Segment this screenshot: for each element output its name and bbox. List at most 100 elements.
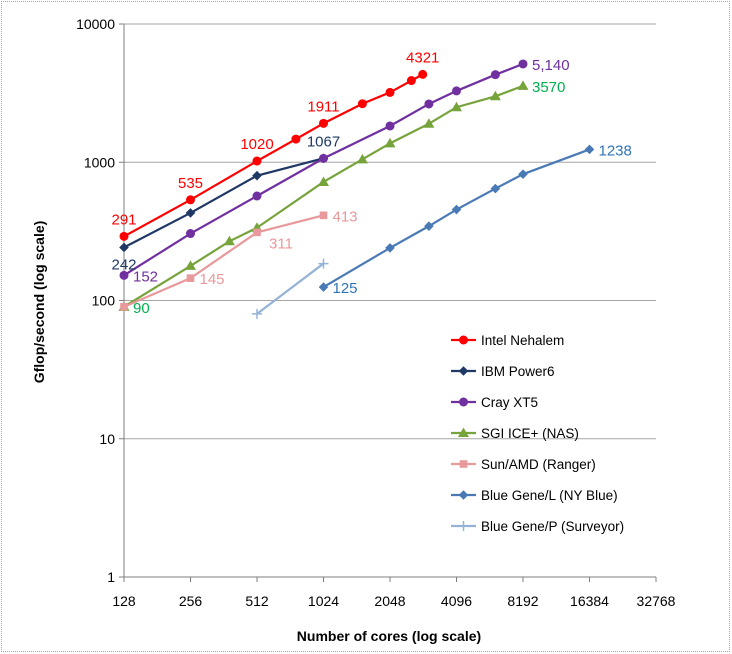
- legend-item-cray-xt5: Cray XT5: [451, 395, 538, 410]
- x-tick-label: 4096: [441, 593, 472, 609]
- point-blue-gene-l-ny-blue: [584, 144, 595, 155]
- series-cray-xt5: [119, 59, 528, 280]
- data-label-blue-gene-l-ny-blue: 1238: [599, 142, 632, 159]
- series: [118, 59, 595, 319]
- data-label-blue-gene-l-ny-blue: 125: [333, 280, 358, 297]
- point-cray-xt5: [119, 270, 129, 280]
- point-ibm-power6: [185, 208, 196, 218]
- series-sgi-ice-nas: [118, 80, 529, 311]
- point-blue-gene-l-ny-blue: [385, 243, 395, 253]
- point-blue-gene-p-surveyor: [252, 308, 262, 319]
- point-sgi-ice-nas: [318, 176, 329, 186]
- y-tick-label: 100: [92, 293, 116, 309]
- point-cray-xt5: [490, 70, 500, 80]
- series-blue-gene-p-surveyor: [252, 258, 329, 319]
- point-blue-gene-p-surveyor: [318, 258, 329, 269]
- data-label-cray-xt5: 152: [133, 268, 158, 285]
- point-cray-xt5: [518, 59, 528, 69]
- data-label-ibm-power6: 1067: [307, 133, 340, 150]
- legend-swatch-marker: [459, 397, 468, 407]
- point-blue-gene-l-ny-blue: [424, 221, 434, 231]
- x-tick-label: 512: [245, 593, 269, 609]
- point-intel-nehalem: [252, 156, 262, 166]
- data-label-intel-nehalem: 535: [178, 175, 203, 192]
- legend-swatch-marker: [458, 521, 469, 531]
- x-tick-label: 8192: [507, 593, 538, 609]
- point-sun-amd-ranger: [253, 228, 261, 237]
- point-intel-nehalem: [406, 76, 416, 86]
- point-intel-nehalem: [385, 87, 395, 97]
- series-line-sun-amd-ranger: [123, 214, 324, 308]
- data-label-sun-amd-ranger: 145: [200, 271, 225, 288]
- point-sgi-ice-nas: [489, 90, 501, 101]
- point-sgi-ice-nas: [384, 137, 396, 148]
- data-labels: 291 535 1020 1911 4321 242 1067 152 5,140 90 3570 1…: [111, 49, 631, 316]
- x-tick-label: 256: [179, 593, 203, 609]
- legend-item-sun-amd-ranger: Sun/AMD (Ranger): [451, 457, 596, 472]
- y-tick-label: 1: [107, 569, 115, 585]
- point-intel-nehalem: [119, 231, 129, 241]
- series-line-blue-gene-p-surveyor: [256, 262, 325, 315]
- legend-swatch-marker: [459, 460, 468, 468]
- y-tick-label: 1000: [84, 154, 115, 170]
- point-cray-xt5: [186, 229, 195, 239]
- legend-label: Blue Gene/L (NY Blue): [481, 488, 618, 503]
- point-ibm-power6: [252, 170, 262, 181]
- point-sgi-ice-nas: [185, 260, 196, 270]
- point-intel-nehalem: [418, 69, 428, 79]
- point-intel-nehalem: [186, 195, 195, 205]
- legend-item-blue-gene-l-ny-blue: Blue Gene/L (NY Blue): [451, 488, 618, 503]
- point-cray-xt5: [452, 86, 461, 96]
- legend-item-blue-gene-p-surveyor: Blue Gene/P (Surveyor): [451, 519, 624, 534]
- series-line-intel-nehalem: [123, 73, 424, 238]
- data-label-sgi-ice-nas: 3570: [532, 79, 565, 96]
- series-sun-amd-ranger: [120, 211, 328, 311]
- series-blue-gene-l-ny-blue: [318, 144, 595, 292]
- point-sgi-ice-nas: [423, 118, 435, 128]
- series-line-blue-gene-l-ny-blue: [322, 148, 590, 289]
- series-line-ibm-power6: [123, 157, 324, 249]
- series-line-cray-xt5: [123, 62, 524, 277]
- point-blue-gene-l-ny-blue: [518, 169, 528, 179]
- point-blue-gene-l-ny-blue: [451, 204, 462, 215]
- x-axis-title: Number of cores (log scale): [297, 628, 481, 644]
- point-cray-xt5: [385, 121, 395, 131]
- point-cray-xt5: [424, 99, 434, 109]
- y-tick-label: 10: [99, 431, 115, 447]
- point-sun-amd-ranger: [120, 303, 128, 311]
- data-label-ibm-power6: 242: [111, 256, 136, 273]
- gridlines: [124, 23, 656, 440]
- x-tick-label: 16384: [570, 593, 609, 609]
- point-ibm-power6: [119, 242, 129, 253]
- legend-swatch-marker: [458, 366, 469, 376]
- data-label-sgi-ice-nas: 90: [133, 300, 150, 317]
- legend-label: Intel Nehalem: [481, 333, 564, 348]
- point-cray-xt5: [319, 153, 328, 163]
- point-intel-nehalem: [291, 134, 301, 144]
- legend-swatch-marker: [458, 427, 469, 437]
- series-intel-nehalem: [119, 69, 428, 241]
- legend-label: Sun/AMD (Ranger): [481, 457, 596, 472]
- y-axis-title: Gflop/second (log scale): [31, 221, 47, 384]
- point-intel-nehalem: [357, 99, 367, 109]
- y-tick-label: 10000: [76, 16, 115, 32]
- legend-swatch-marker: [459, 335, 468, 345]
- data-label-sun-amd-ranger: 413: [333, 208, 358, 225]
- data-label-intel-nehalem: 1911: [307, 98, 339, 115]
- legend-label: IBM Power6: [481, 364, 555, 379]
- legend-item-intel-nehalem: Intel Nehalem: [451, 333, 564, 348]
- data-label-intel-nehalem: 4321: [406, 49, 439, 66]
- point-sun-amd-ranger: [319, 211, 328, 220]
- point-sun-amd-ranger: [186, 274, 195, 282]
- point-intel-nehalem: [319, 118, 328, 128]
- point-sgi-ice-nas: [517, 80, 529, 90]
- data-label-intel-nehalem: 291: [111, 211, 136, 228]
- x-tick-label: 128: [112, 593, 136, 609]
- x-tick-label: 2048: [374, 593, 405, 609]
- axes: [119, 23, 657, 582]
- point-blue-gene-l-ny-blue: [490, 183, 501, 194]
- series-ibm-power6: [119, 153, 329, 253]
- legend-label: Blue Gene/P (Surveyor): [481, 519, 624, 534]
